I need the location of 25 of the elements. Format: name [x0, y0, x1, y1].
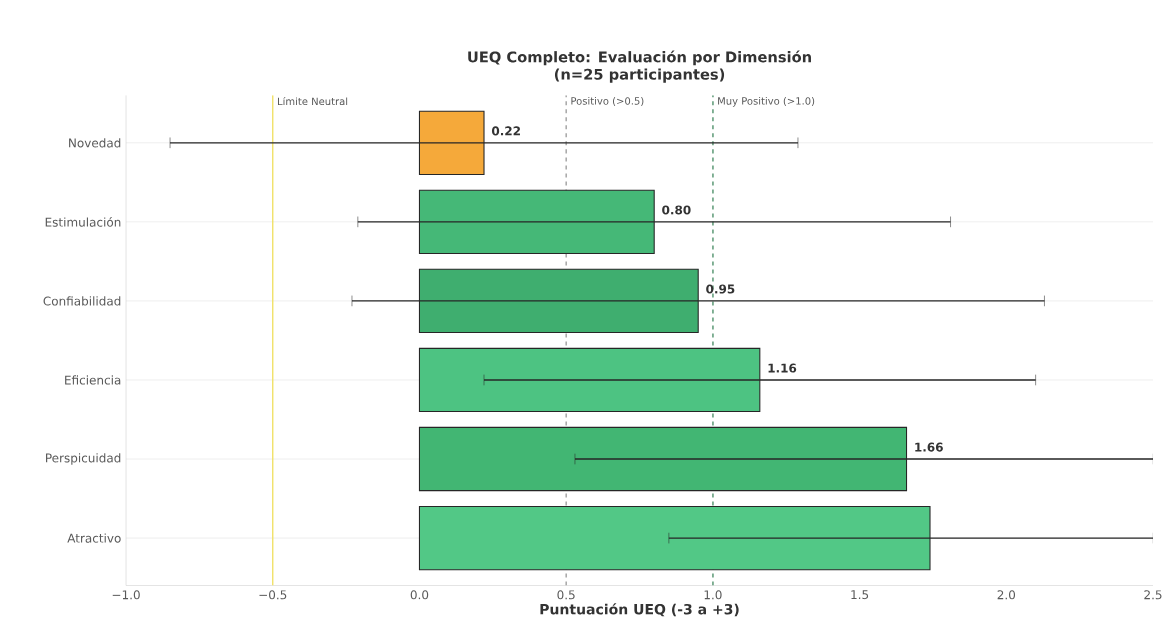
y-tick-label: Eficiencia [65, 375, 121, 385]
x-tick-label: 1.5 [851, 590, 869, 600]
x-tick-label: 2.0 [997, 590, 1016, 600]
y-tick-label: Perspicuidad [46, 453, 121, 465]
data-label: 1.16 [768, 363, 797, 373]
x-tick-label: −0.5 [259, 590, 287, 600]
x-axis-title: Puntuación UEQ (-3 a +3) [540, 603, 739, 617]
x-tick-label: 0.5 [557, 590, 575, 600]
x-tick-label: 0.0 [410, 590, 429, 600]
data-label: 0.80 [662, 205, 691, 215]
y-tick-label: Confiabilidad [43, 296, 121, 306]
chart-title: UEQ Completo: Evaluación por Dimensión [468, 50, 811, 66]
y-tick-label: Estimulación [45, 216, 121, 227]
chart-subtitle: (n=25 participantes) [554, 68, 725, 83]
data-label: 0.95 [706, 284, 735, 294]
x-tick-label: 1.0 [704, 590, 722, 600]
ref-line-label: Positivo (>0.5) [571, 96, 644, 106]
x-tick-label: −1.0 [112, 590, 140, 600]
ref-line-label: Muy Positivo (>1.0) [718, 96, 815, 107]
data-label: 0.22 [491, 126, 520, 136]
y-tick-label: Atractivo [67, 533, 121, 543]
y-tick-label: Novedad [69, 138, 121, 148]
data-label: 1.66 [915, 442, 943, 452]
x-tick-label: 2.5 [1144, 590, 1162, 600]
ref-line-label: Límite Neutral [278, 96, 348, 106]
